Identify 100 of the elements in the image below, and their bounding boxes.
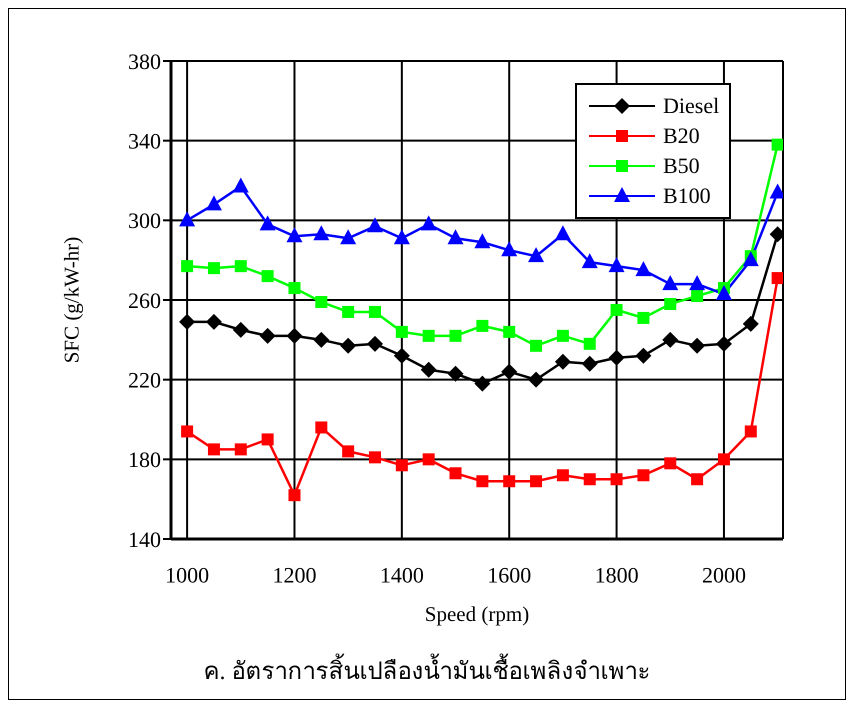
point xyxy=(262,270,274,282)
legend-label: Diesel xyxy=(663,93,720,119)
point xyxy=(396,326,408,338)
point xyxy=(772,272,783,284)
point xyxy=(342,445,354,458)
point xyxy=(742,316,759,332)
point xyxy=(179,211,196,226)
x-tick-label: 2000 xyxy=(702,562,746,588)
point xyxy=(742,251,759,266)
point xyxy=(584,473,596,486)
point xyxy=(286,328,302,344)
point xyxy=(394,348,410,364)
point xyxy=(503,475,516,488)
point xyxy=(476,475,488,488)
y-tick-label: 260 xyxy=(128,288,161,313)
point xyxy=(422,330,435,342)
point xyxy=(501,241,518,256)
point xyxy=(582,253,598,268)
point xyxy=(260,215,276,230)
point xyxy=(716,285,732,300)
point xyxy=(530,340,542,352)
point xyxy=(772,138,783,151)
point xyxy=(662,275,678,290)
point xyxy=(315,296,328,308)
point xyxy=(718,453,730,466)
point xyxy=(474,233,490,248)
point xyxy=(716,336,732,352)
x-tick-label: 1400 xyxy=(380,562,424,588)
point xyxy=(206,314,222,330)
point xyxy=(315,421,328,434)
point xyxy=(369,451,381,464)
point xyxy=(232,322,249,338)
point xyxy=(396,459,408,472)
point xyxy=(340,338,356,354)
y-tick-label: 380 xyxy=(128,48,161,74)
legend-label: B100 xyxy=(663,183,711,209)
point xyxy=(744,425,757,438)
point xyxy=(556,469,569,482)
point xyxy=(342,306,354,318)
y-tick-label: 340 xyxy=(128,128,161,154)
x-tick-label: 1000 xyxy=(165,562,210,588)
point xyxy=(422,453,435,466)
y-tick-label: 300 xyxy=(128,208,161,234)
point xyxy=(234,260,247,272)
point xyxy=(691,290,704,302)
point xyxy=(448,366,464,382)
point xyxy=(208,443,220,456)
point xyxy=(635,348,652,364)
point xyxy=(367,336,383,352)
point xyxy=(637,469,650,482)
x-tick-label: 1200 xyxy=(272,562,316,588)
point xyxy=(554,354,571,370)
point xyxy=(474,376,490,392)
point xyxy=(206,195,222,210)
point xyxy=(448,229,464,244)
point xyxy=(313,225,330,240)
point xyxy=(664,298,676,310)
point xyxy=(367,217,383,232)
point xyxy=(501,364,518,380)
x-tick-label: 1800 xyxy=(594,562,639,588)
point xyxy=(528,247,544,262)
point xyxy=(262,433,274,446)
point xyxy=(689,275,706,290)
y-tick-label: 140 xyxy=(128,526,161,552)
legend-label: B20 xyxy=(663,123,700,149)
point xyxy=(554,225,571,240)
point xyxy=(503,326,516,338)
x-tick-label: 1600 xyxy=(487,562,532,588)
point xyxy=(340,229,356,244)
legend-label: B50 xyxy=(663,153,700,179)
x-axis-title: Speed (rpm) xyxy=(424,602,530,626)
y-tick-label: 180 xyxy=(128,447,161,472)
point xyxy=(232,177,249,192)
point xyxy=(608,257,625,272)
point xyxy=(691,473,704,486)
point xyxy=(530,475,542,488)
point xyxy=(608,350,625,366)
point xyxy=(450,330,462,342)
point xyxy=(181,260,194,272)
point xyxy=(286,227,302,242)
point xyxy=(260,328,276,344)
point xyxy=(584,338,596,350)
point xyxy=(556,330,569,342)
point xyxy=(476,320,488,332)
point xyxy=(662,332,678,348)
point xyxy=(582,356,598,372)
point xyxy=(208,262,220,274)
point xyxy=(635,261,652,276)
point xyxy=(664,457,676,470)
point xyxy=(637,312,650,324)
point xyxy=(179,314,196,330)
point xyxy=(288,282,300,294)
point xyxy=(313,332,330,348)
point xyxy=(689,338,706,354)
point xyxy=(528,372,544,388)
point xyxy=(610,473,623,486)
point xyxy=(420,215,437,230)
point xyxy=(369,306,381,318)
y-tick-label: 220 xyxy=(128,367,161,392)
point xyxy=(394,229,410,244)
